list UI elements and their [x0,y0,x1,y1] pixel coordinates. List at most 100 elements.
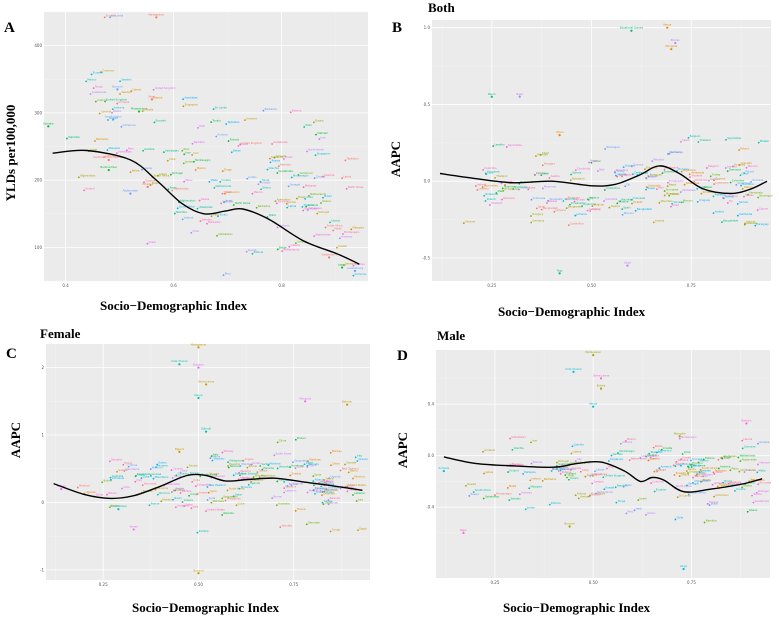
country-point [672,464,675,467]
country-point [318,138,321,140]
country-label: India [193,478,200,482]
country-label: Sweden [701,468,712,472]
country-point [276,441,279,444]
panel-d-plot: 0.25 0.50 0.75-0.40.00.4CzechiaEcuadorEsto… [426,350,772,585]
country-point [541,187,544,190]
panel-c-plot: 0.25 0.50 0.75 -1 0 1 2 Canada China Congo Cuba Den… [40,342,370,587]
highlight-label: Mozambique [131,107,148,111]
country-point [308,194,310,197]
country-point [256,471,259,473]
country-point [306,491,309,494]
country-point [156,493,159,496]
country-label: Afghanistan [742,457,758,461]
highlight-point [626,264,629,267]
highlight-label: Bhutan [671,38,681,42]
country-point [222,274,225,277]
country-label: Monaco [683,199,693,203]
country-point [614,171,616,174]
country-label: Barbados [96,137,109,141]
country-label: Maldives [309,458,321,462]
country-label: Palau [625,483,632,487]
country-label: Ghana [262,185,271,189]
country-label: Czechia [101,110,112,114]
country-label: Eswatini [229,462,240,466]
highlight-label: South Sudan [105,115,122,119]
country-label: France [297,507,306,511]
country-point [653,470,656,473]
country-point [661,172,664,175]
country-label: Moldova [270,461,281,465]
trend-curve [53,473,363,500]
country-label: Cyprus [536,171,546,175]
country-point [663,190,666,192]
country-label: Brunei [249,464,258,468]
country-point [224,499,227,502]
highlight-label: Cote d'Ivoire [565,367,582,371]
country-point [346,485,349,488]
country-label: Hungary [544,161,556,165]
country-label: Georgia [209,472,220,476]
panel-d-letter: D [397,348,408,364]
highlighted-countries: Madagascar Cote d'Ivoire Sierra Leone Eritr… [439,350,752,571]
country-point [564,474,567,477]
country-label: Comoros [105,153,117,157]
country-point [294,242,297,245]
country-label: Taiwan [648,175,657,179]
country-label: Zimbabwe [682,188,696,192]
country-label: Tuvalu [512,462,521,466]
country-point [301,206,304,208]
country-label: Israel [639,496,646,500]
country-label: Iceland [291,243,301,247]
plot-background [46,344,370,580]
country-label: Suriname [666,187,679,191]
country-label: Malawi [548,199,557,203]
country-point [339,487,342,490]
country-label: Sri Lanka [271,155,283,159]
country-label: South Africa [154,173,170,177]
country-label: Belgium [690,134,701,138]
country-point [504,184,507,186]
country-label: Peru [184,147,190,151]
country-label: Seychelles [484,183,498,187]
country-label: Peru [628,510,634,514]
country-point [586,198,589,201]
country-point [555,468,558,470]
country-point [260,188,262,191]
country-point [737,456,740,459]
country-label: Ecuador [156,119,168,123]
country-point [708,179,710,182]
country-label: Tunisia [259,468,268,472]
country-point [650,482,653,484]
country-label: Suriname [671,150,684,154]
country-label: Cyprus [759,206,769,210]
country-point [294,467,297,470]
country-label: Laos [487,170,494,174]
country-label: Afghanistan [180,199,196,203]
country-points: AfghanistanAndorraArmeniaAzerbaijanBarba… [66,14,367,277]
country-point [122,463,125,466]
country-label: Paraguay [568,195,581,199]
country-label: Malawi [670,192,679,196]
country-point [154,488,157,491]
country-point [724,167,727,169]
country-label: Russia [240,142,249,146]
country-point [329,451,332,454]
country-point [221,497,224,500]
country-label: Samoa [572,171,581,175]
country-label: Gambia [759,440,769,444]
country-point [530,441,532,444]
country-point [562,200,565,202]
country-label: Cuba [347,483,354,487]
country-point [736,203,739,205]
country-point [711,483,714,486]
country-point [313,484,315,487]
country-label: Nauru [326,479,334,483]
country-point [116,102,119,105]
country-point [190,507,193,510]
country-point [645,455,648,458]
country-point [271,143,274,145]
country-point [539,154,542,156]
country-point [352,477,354,480]
country-label: North Korea [690,463,706,467]
country-point [568,478,570,481]
